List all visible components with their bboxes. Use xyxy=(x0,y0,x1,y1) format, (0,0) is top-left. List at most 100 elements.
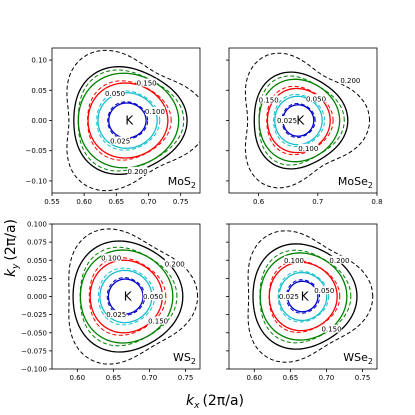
contour-label-bg xyxy=(258,95,279,104)
plot-area: 0.025 0.050 0.100 0.150 0.200 K xyxy=(247,230,374,363)
contour-dashed-0.150 xyxy=(79,246,178,347)
contour-dashed-0.100 xyxy=(87,80,172,161)
contour-dashed-0.100 xyxy=(88,257,167,336)
contour-dashed-0.025 xyxy=(107,101,149,140)
plot-area: 0.025 0.050 0.100 0.150 0.200 K xyxy=(244,52,371,189)
contour-dashed-0.150 xyxy=(259,249,352,344)
contour-solid-0.200 xyxy=(253,71,349,170)
contour-label-0.150: 0.150 xyxy=(148,318,168,326)
y-tick-label: −0.05 xyxy=(26,147,47,155)
panel-WSe2: 0.025 0.050 0.100 0.150 0.200 K 0.60 0.65 0.70 0.… xyxy=(226,223,378,382)
contour-solid-0.100 xyxy=(89,259,164,334)
contour-label-bg xyxy=(148,316,169,325)
y-tick-label: 0.00 xyxy=(31,117,47,125)
x-tick-label: 0.75 xyxy=(178,374,194,382)
k-point-label: K xyxy=(124,290,133,304)
panel-material-label: MoS2 xyxy=(168,175,196,190)
y-tick-label: 0.000 xyxy=(27,293,47,301)
contour-dashed-0.200 xyxy=(247,230,374,363)
contour-solid-0.050 xyxy=(99,269,153,324)
contour-label-bg xyxy=(306,94,327,103)
contour-label-bg xyxy=(329,255,350,264)
contour-label-bg xyxy=(144,106,165,115)
contour-label-bg xyxy=(143,292,164,300)
panel-label-bg xyxy=(166,174,197,191)
contour-solid-0.200 xyxy=(73,66,188,175)
contour-label-0.150: 0.150 xyxy=(259,96,279,104)
contour-label-bg xyxy=(277,116,298,124)
y-axis-label: ky(2π/a) xyxy=(3,219,21,277)
y-tick-label: 0.075 xyxy=(27,239,47,247)
y-tick-label: 0.05 xyxy=(31,87,47,95)
x-tick-label: 0.75 xyxy=(355,374,371,382)
contour-label-0.100: 0.100 xyxy=(145,108,165,116)
contour-solid-0.100 xyxy=(87,82,169,159)
contour-label-0.025: 0.025 xyxy=(279,293,299,301)
contour-label-bg xyxy=(110,136,131,145)
k-point-label: K xyxy=(301,290,310,304)
contour-dashed-0.050 xyxy=(277,270,330,323)
x-tick-label: 0.60 xyxy=(76,198,92,206)
contour-label-0.050: 0.050 xyxy=(143,293,163,301)
y-tick-label: −0.10 xyxy=(26,177,47,185)
panel-material-label: WS2 xyxy=(173,351,196,366)
contour-dashed-0.100 xyxy=(268,260,341,333)
contour-dashed-0.025 xyxy=(106,277,146,316)
k-point-label: K xyxy=(125,114,134,128)
contour-solid-0.025 xyxy=(108,102,147,139)
x-tick-label: 0.65 xyxy=(109,198,125,206)
contour-label-bg xyxy=(321,324,342,333)
contour-dashed-0.050 xyxy=(97,267,156,326)
contour-label-bg xyxy=(105,88,126,97)
contour-label-0.200: 0.200 xyxy=(329,257,349,265)
contour-label-0.100: 0.100 xyxy=(101,255,121,263)
panel-material-label: WSe2 xyxy=(343,351,373,366)
x-tick-label: 0.70 xyxy=(141,198,157,206)
contour-dashed-0.200 xyxy=(68,228,199,365)
contour-solid-0.200 xyxy=(72,240,184,353)
panel-MoSe2: 0.025 0.050 0.100 0.150 0.200 K 0.6 0.7 0.8 MoSe2 xyxy=(226,47,383,206)
y-tick-label: 0.100 xyxy=(27,221,47,229)
x-tick-label: 0.70 xyxy=(142,374,158,382)
x-tick-label: 0.6 xyxy=(253,198,265,206)
contour-label-0.200: 0.200 xyxy=(340,77,360,85)
y-tick-label: 0.025 xyxy=(27,275,47,283)
contour-label-bg xyxy=(283,255,304,264)
contour-solid-0.025 xyxy=(107,278,144,315)
contour-dashed-0.200 xyxy=(66,49,200,192)
contour-label-0.150: 0.150 xyxy=(137,80,157,88)
x-tick-label: 0.70 xyxy=(319,374,335,382)
contour-label-bg xyxy=(164,259,185,268)
x-tick-label: 0.65 xyxy=(106,374,122,382)
x-axis-label: kx (2π/a) xyxy=(186,393,244,411)
contour-label-bg xyxy=(340,76,361,85)
k-point-label: K xyxy=(296,114,305,128)
contour-label-bg xyxy=(298,143,319,152)
x-tick-label: 0.8 xyxy=(371,198,382,206)
x-tick-label: 0.7 xyxy=(312,198,323,206)
contour-label-0.200: 0.200 xyxy=(128,168,148,176)
contour-dashed-0.200 xyxy=(244,52,371,189)
panel-label-bg xyxy=(336,174,374,191)
contour-label-0.150: 0.150 xyxy=(321,326,341,334)
y-tick-label: 0.050 xyxy=(27,257,47,265)
x-tick-label: 0.60 xyxy=(69,374,85,382)
y-tick-label: −0.025 xyxy=(21,311,47,319)
panel-MoS2: 0.025 0.050 0.100 0.150 0.200 K 0.55 0.60 0.65 0.… xyxy=(26,47,201,206)
contour-label-bg xyxy=(101,253,122,262)
contour-label-bg xyxy=(278,292,299,300)
y-tick-label: −0.100 xyxy=(21,366,47,374)
contour-label-bg xyxy=(314,286,335,295)
contour-label-0.025: 0.025 xyxy=(110,138,130,146)
panel-label-bg xyxy=(342,350,374,367)
contour-dashed-0.150 xyxy=(258,75,345,166)
panel-material-label: MoSe2 xyxy=(338,175,373,190)
contour-label-0.050: 0.050 xyxy=(105,90,125,98)
x-tick-label: 0.60 xyxy=(246,374,262,382)
x-tick-label: 0.75 xyxy=(173,198,189,206)
contour-label-bg xyxy=(106,310,127,319)
plot-area: 0.025 0.050 0.100 0.150 0.200 K xyxy=(68,228,199,365)
contour-solid-0.050 xyxy=(97,92,158,149)
